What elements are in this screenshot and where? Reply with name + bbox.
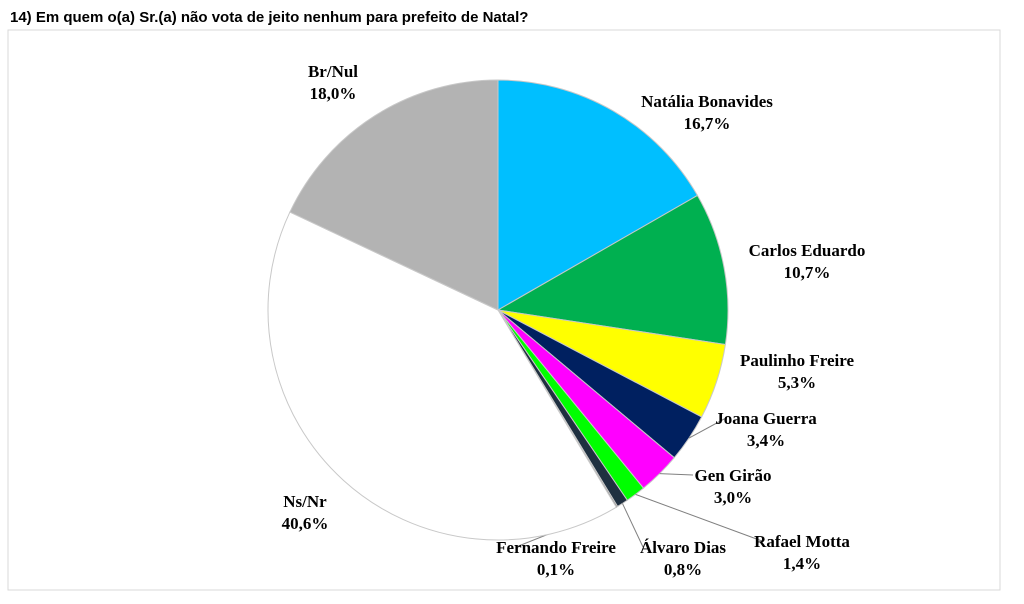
slice-value: 3,0% [714, 488, 752, 507]
leader-line [659, 473, 694, 476]
slice-value: 1,4% [783, 554, 821, 573]
slice-value: 0,1% [537, 560, 575, 579]
slice-label: Fernando Freire [496, 538, 616, 557]
slice-label: Joana Guerra [715, 409, 817, 428]
slice-value: 3,4% [747, 431, 785, 450]
pie-slice [289, 79, 499, 311]
slice-label: Natália Bonavides [641, 92, 773, 111]
slice-value: 0,8% [664, 560, 702, 579]
slice-label: Br/Nul [308, 62, 358, 81]
slice-label: Rafael Motta [754, 532, 850, 551]
slice-label: Carlos Eduardo [749, 241, 866, 260]
leader-line [635, 493, 763, 542]
slice-value: 18,0% [310, 84, 357, 103]
leader-line [688, 417, 727, 439]
pie-slice [497, 79, 699, 311]
chart-frame [7, 29, 1001, 591]
slice-label: Ns/Nr [283, 492, 327, 511]
leader-line [622, 503, 644, 548]
chart-title: 14) Em quem o(a) Sr.(a) não vota de jeit… [10, 9, 528, 26]
slice-value: 40,6% [282, 514, 329, 533]
slice-label: Gen Girão [695, 466, 772, 485]
slice-value: 10,7% [784, 263, 831, 282]
slice-label: Paulinho Freire [740, 351, 855, 370]
pie-slice [267, 211, 618, 541]
pie-slice [496, 194, 729, 346]
slice-value: 5,3% [778, 373, 816, 392]
slice-label: Álvaro Dias [640, 538, 726, 557]
slice-value: 16,7% [684, 114, 731, 133]
